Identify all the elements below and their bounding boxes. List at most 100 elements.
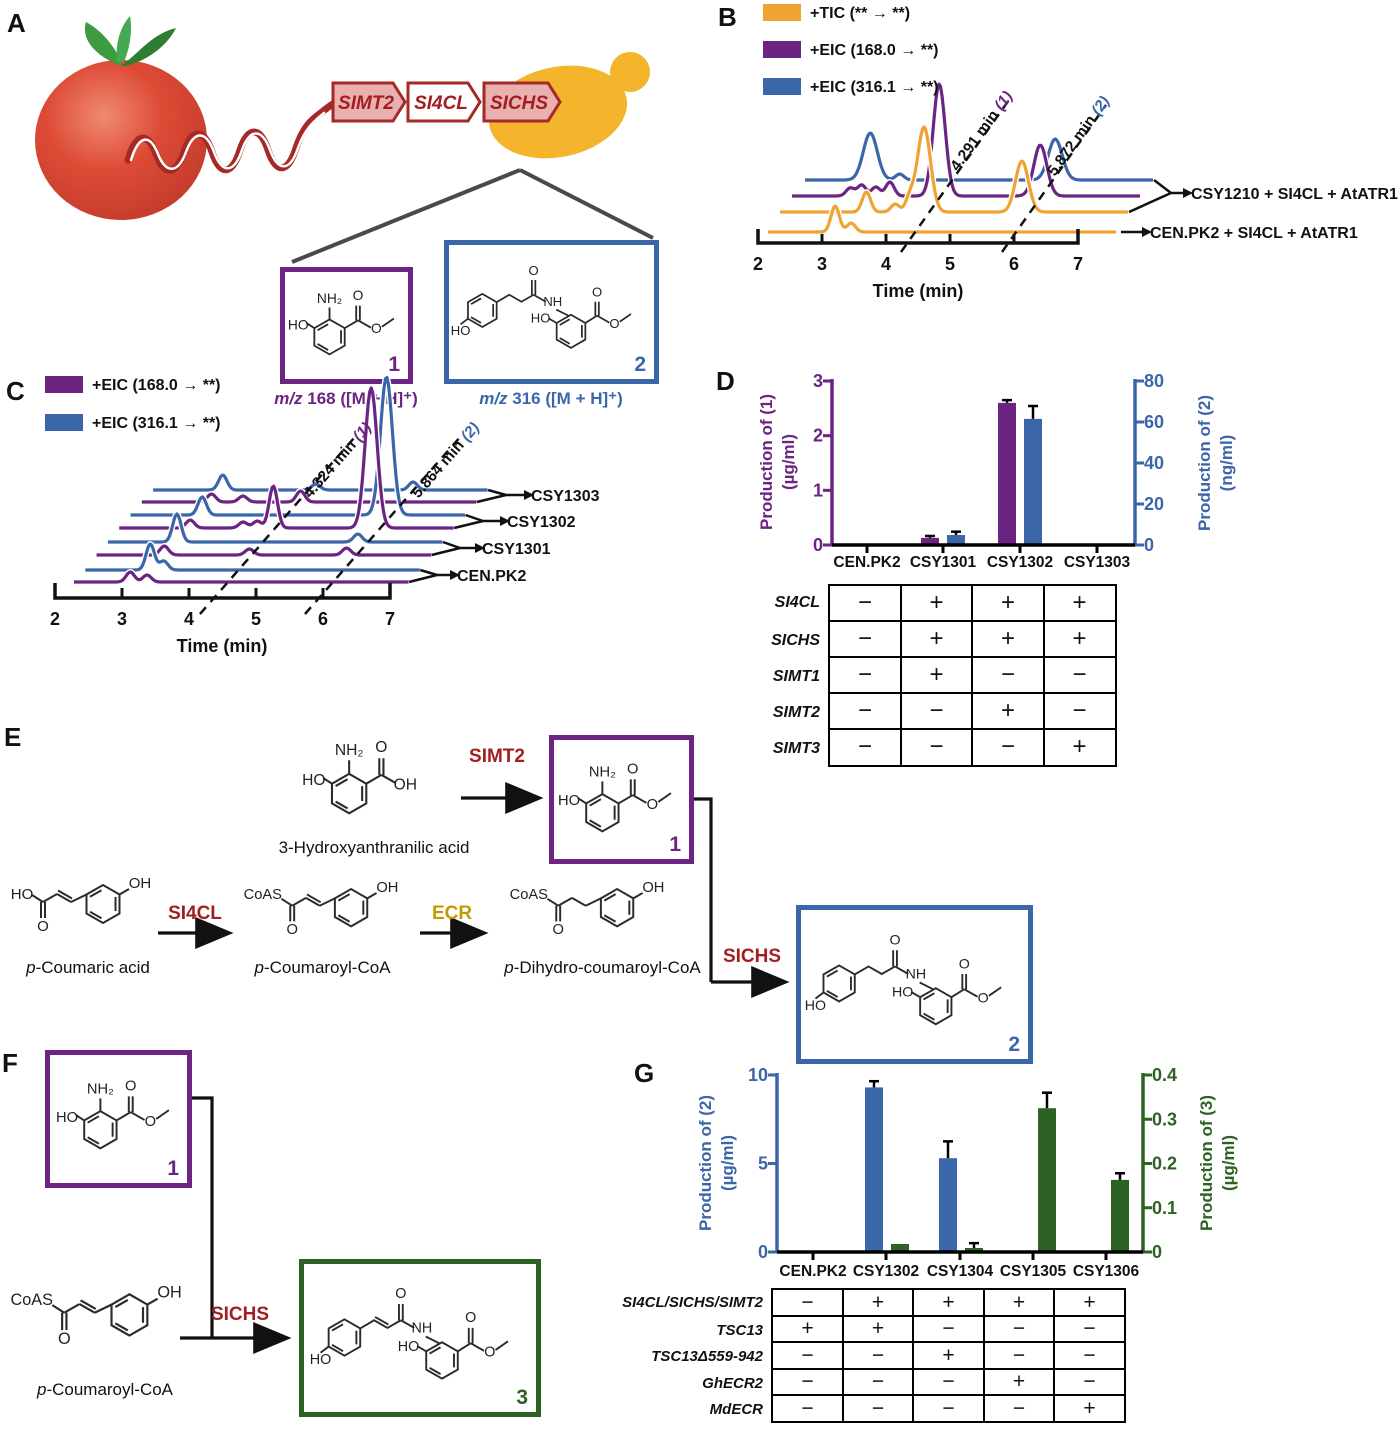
oh-label: OH [157, 1284, 181, 1302]
tomato-leaf-center [116, 16, 132, 62]
rt-label: 4.291 min (1) [947, 88, 1016, 174]
category-label: CSY1303 [1064, 554, 1131, 571]
zoom-connector-lines [291, 168, 654, 264]
legend-label: +EIC (168.0 → **) [810, 42, 939, 59]
panel-g-label: G [634, 1058, 655, 1088]
genotype-table-g: SI4CL/SICHS/SIMT2− + + + + TSC13 + + − − − TSC13Δ55… [560, 1288, 1126, 1423]
o-label: O [959, 956, 970, 972]
nh2-label: NH₂ [317, 291, 342, 306]
category-label: CSY1302 [853, 1263, 919, 1280]
flag-line [1128, 191, 1172, 214]
tomato-leaf-left [84, 22, 121, 66]
bar [921, 537, 939, 545]
gene-label-simt2: SIMT2 [338, 93, 394, 114]
trace-group-label: CSY1301 [482, 541, 551, 558]
genotype-cell: − [982, 1394, 1056, 1423]
compound-2-number: 2 [1008, 1033, 1020, 1056]
ho-label: HO [398, 1339, 420, 1355]
tomato-body [35, 60, 207, 220]
category-label: CSY1301 [910, 554, 977, 571]
genotype-cell: − [828, 728, 902, 767]
x-tick-label: 3 [117, 609, 127, 629]
panel-e-label: E [4, 722, 22, 752]
right-tick-label: 0.4 [1152, 1065, 1177, 1085]
right-tick-label: 0.2 [1152, 1154, 1177, 1174]
bar [947, 535, 965, 545]
gene-label-sichs: SICHS [490, 93, 548, 114]
left-axis-title: Production of (2) [696, 1095, 715, 1231]
category-label: CSY1302 [987, 554, 1053, 571]
dna-helix [124, 97, 342, 174]
oh-label: OH [394, 776, 417, 793]
coumaroyl-coa-name-e: p-Coumaroyl-CoA [254, 958, 391, 977]
o-ester-label: O [145, 1114, 156, 1130]
bar-chart-d: 0 1 2 3 Production of (1) (µg/ml) 0 20 40 60 80 Pro… [757, 371, 1236, 571]
rt-dashed-line [199, 437, 355, 615]
flag-line [431, 546, 461, 557]
genotype-row: SI4CL − + + + [640, 584, 1117, 623]
o-label: O [395, 1286, 406, 1302]
coumaroyl-coa-name-f: p-Coumaroyl-CoA [36, 1380, 174, 1399]
category-label: CEN.PK2 [779, 1263, 846, 1280]
compound-1-box-a: HO NH₂ O O 1 [280, 267, 413, 384]
o-label: O [58, 1330, 71, 1348]
coas-label: CoAS [244, 887, 283, 903]
compound-1-box-f: HO NH₂ O O 1 [45, 1050, 192, 1188]
panel-b-label: B [718, 2, 737, 32]
flag-line [465, 513, 484, 523]
o-label: O [890, 933, 901, 949]
enzyme-label-si4cl: SI4CL [168, 903, 222, 924]
genotype-cell: + [1042, 728, 1117, 767]
nh2-label: NH₂ [589, 764, 616, 780]
ho-label: HO [288, 318, 309, 333]
right-tick-label: 0.3 [1152, 1109, 1177, 1129]
genotype-cell: + [899, 620, 974, 659]
oh-label: OH [129, 875, 152, 892]
panel-c-label: C [6, 376, 25, 406]
compound-2-structure-a: HO O NH HO O O [451, 263, 632, 349]
mz-italic: m/z [479, 389, 508, 408]
o-ester-label: O [978, 990, 989, 1006]
compound-1-number: 1 [388, 353, 400, 376]
bar [939, 1158, 957, 1252]
genotype-row: SICHS − + + + [640, 620, 1117, 659]
gene-arrow-si4cl [406, 81, 482, 123]
compound-3-structure-f: HO O NH HO O O [310, 1286, 509, 1380]
genotype-cell: − [828, 620, 902, 659]
dihydro-coumaroyl-coa-name: p-Dihydro-coumaroyl-CoA [504, 958, 701, 977]
bar [1038, 1108, 1056, 1252]
o-label: O [286, 922, 297, 938]
right-tick-label: 0 [1152, 1242, 1162, 1262]
genotype-cell: + [971, 620, 1045, 659]
genotype-row-label: GhECR2 [702, 1374, 763, 1392]
nh2-label: NH₂ [335, 742, 364, 759]
enzyme-label-sichs-e: SICHS [722, 946, 782, 967]
mz-text: 316 ([M + H]⁺) [507, 389, 623, 408]
enzyme-label-simt2: SIMT2 [469, 746, 525, 767]
genotype-row: MdECR − − − − + [560, 1394, 1126, 1423]
compound-1-structure-a: HO NH₂ O O [288, 288, 395, 356]
genotype-row-label: TSC13 [716, 1321, 763, 1339]
o-ester-label: O [647, 797, 658, 813]
o-label: O [37, 918, 49, 935]
arrow-head [1142, 227, 1152, 237]
o-label: O [592, 285, 602, 300]
ho-label: HO [531, 311, 551, 326]
left-tick-label: 5 [758, 1154, 768, 1174]
flag-line [1153, 179, 1172, 194]
rt-dashed-line [304, 435, 462, 615]
compound-1-structure-f: HO NH₂ O O [56, 1079, 170, 1150]
o-label: O [465, 1310, 476, 1326]
mz-316-caption: m/z 316 ([M + H]⁺) [446, 389, 656, 409]
o-ester-label: O [371, 321, 382, 336]
legend-swatch [45, 376, 83, 393]
haa-name: 3-Hydroxyanthranilic acid [278, 838, 470, 857]
dna-helix-strand2 [129, 111, 326, 170]
genotype-cell: + [1042, 620, 1117, 659]
tomato-leaf-right [121, 28, 176, 66]
compound-1-structure-e: HO NH₂ O O [558, 762, 672, 833]
ho-label: HO [11, 886, 34, 903]
genotype-cell: + [899, 584, 974, 623]
